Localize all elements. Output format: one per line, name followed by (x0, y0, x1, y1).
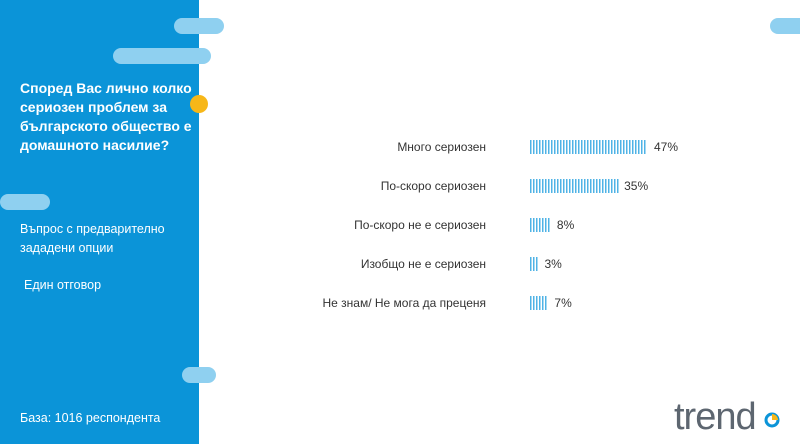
decor-pill (174, 18, 224, 34)
bar (530, 218, 550, 232)
logo-text: trend (674, 396, 756, 435)
base-text: База: 1016 респондента (20, 411, 161, 425)
value-label: 3% (544, 257, 562, 271)
bar-row: По-скоро не е сериозен 8% (354, 218, 575, 232)
value-label: 7% (554, 296, 572, 310)
value-label: 47% (654, 140, 678, 154)
bar-row: Изобщо не е сериозен 3% (361, 257, 562, 271)
category-label: Изобщо не е сериозен (361, 257, 486, 271)
decor-pill (182, 367, 216, 383)
category-label: Не знам/ Не мога да преценя (322, 296, 486, 310)
bar-row: Много сериозен 47% (397, 140, 678, 154)
sidebar: Според Вас лично колко сериозен проблем … (0, 0, 199, 444)
bar-row: По-скоро сериозен 35% (381, 179, 648, 193)
decor-pill (0, 194, 50, 210)
question-type-text: Въпрос с предварително зададени опции (20, 222, 165, 255)
bar (530, 257, 538, 271)
logo-chart-slice (772, 414, 778, 420)
bar (530, 140, 646, 154)
category-label: По-скоро не е сериозен (354, 218, 486, 232)
bar (530, 296, 547, 310)
category-label: По-скоро сериозен (381, 179, 486, 193)
value-label: 8% (557, 218, 575, 232)
category-label: Много сериозен (397, 140, 486, 154)
answer-mode-text: Един отговор (24, 278, 102, 292)
decor-pill (113, 48, 211, 64)
bar-chart: Много сериозен 47%По-скоро сериозен 35%По-… (322, 140, 678, 310)
question-text: Според Вас лично колко сериозен проблем … (20, 80, 192, 153)
decor-pill (770, 18, 800, 34)
decor-dot (190, 95, 208, 113)
trend-logo: trend (674, 396, 780, 435)
bar-row: Не знам/ Не мога да преценя 7% (322, 296, 572, 310)
value-label: 35% (624, 179, 648, 193)
bar (530, 179, 619, 193)
